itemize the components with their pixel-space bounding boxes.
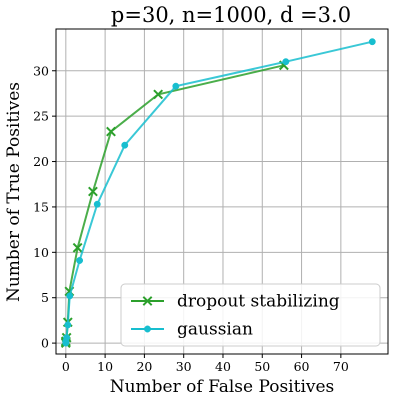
y-tick-label: 5: [41, 290, 49, 305]
x-tick-label: 10: [97, 359, 113, 374]
data-point: [64, 321, 72, 329]
data-point: [63, 334, 71, 342]
series-gaussian: [62, 38, 376, 347]
y-tick-label: 0: [41, 336, 49, 351]
data-point: [172, 82, 180, 90]
legend-box: [120, 283, 381, 347]
data-point: [368, 38, 376, 46]
y-tick-label: 30: [33, 63, 49, 78]
x-tick-label: 40: [215, 359, 231, 374]
y-axis: 0 5 10 15 20 25 30: [33, 63, 56, 351]
data-point: [76, 257, 84, 264]
x-tick-label: 50: [254, 359, 270, 374]
y-tick-label: 25: [33, 109, 49, 124]
data-point: [153, 89, 164, 100]
x-tick-label: 60: [294, 359, 310, 374]
plot-frame: [55, 28, 389, 355]
legend-label: dropout stabilizing: [177, 292, 340, 312]
x-tick-label: 30: [176, 359, 192, 374]
x-tick-label: 70: [333, 359, 349, 374]
y-axis-label: Number of True Positives: [4, 82, 24, 302]
legend: dropout stabilizing gaussian: [120, 283, 381, 347]
y-tick-label: 15: [33, 199, 49, 214]
data-point: [106, 126, 116, 137]
data-point: [121, 141, 129, 149]
x-tick-label: 0: [62, 359, 70, 374]
data-point: [72, 242, 83, 253]
x-tick-label: 20: [136, 359, 152, 374]
series-layer: [60, 38, 376, 349]
grid: [56, 29, 388, 354]
legend-swatch-marker: [142, 296, 153, 306]
legend-label: gaussian: [177, 320, 253, 340]
data-point: [282, 58, 290, 66]
x-axis-label: Number of False Positives: [110, 377, 335, 397]
legend-item: dropout stabilizing: [131, 292, 340, 312]
x-axis: 0 10 20 30 40 50 60 70: [62, 354, 349, 374]
chart-title: p=30, n=1000, d =3.0: [111, 3, 351, 27]
data-point: [93, 200, 101, 208]
data-point: [66, 292, 74, 300]
data-point: [88, 186, 98, 197]
y-tick-label: 20: [33, 154, 49, 169]
legend-swatch-marker: [144, 325, 151, 333]
legend-item: gaussian: [131, 320, 253, 340]
y-tick-label: 10: [33, 245, 49, 260]
